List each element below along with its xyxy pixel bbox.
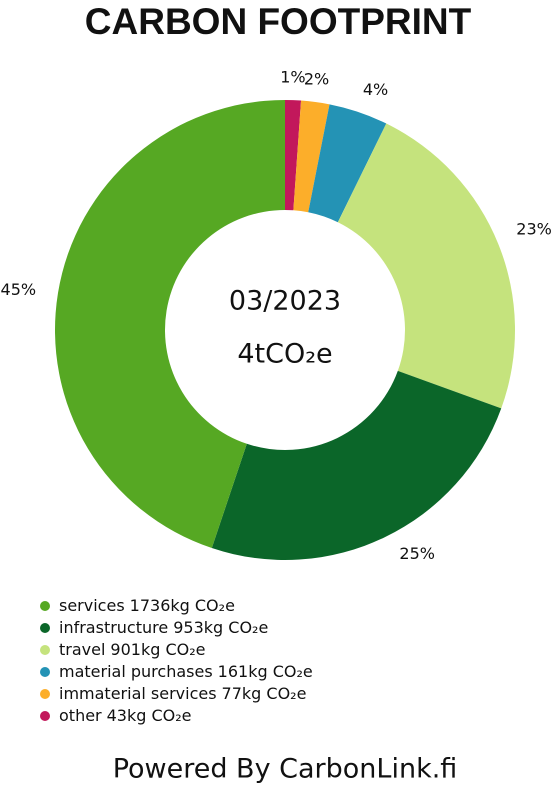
legend-marker (40, 645, 50, 655)
legend-entry: material purchases 161kg CO₂e (59, 662, 313, 681)
legend-entry: services 1736kg CO₂e (59, 596, 235, 615)
legend-name: travel (59, 640, 105, 659)
percentage-label: 25% (399, 544, 435, 563)
legend-value: 901kg CO₂e (110, 640, 205, 659)
donut-segment (55, 100, 285, 549)
center-total: 4tCO₂e (237, 339, 332, 370)
legend-marker (40, 667, 50, 677)
legend-marker (40, 689, 50, 699)
legend-value: 953kg CO₂e (173, 618, 268, 637)
center-date: 03/2023 (229, 286, 341, 317)
donut-segment (337, 123, 515, 409)
legend-name: services (59, 596, 125, 615)
percentage-label: 4% (363, 80, 388, 99)
legend-marker (40, 711, 50, 721)
legend-name: infrastructure (59, 618, 168, 637)
percentage-label: 23% (516, 219, 552, 238)
legend-entry: infrastructure 953kg CO₂e (59, 618, 268, 637)
legend-value: 161kg CO₂e (218, 662, 313, 681)
percentage-label: 45% (1, 280, 37, 299)
chart-title: CARBON FOOTPRINT (85, 1, 472, 42)
legend-marker (40, 623, 50, 633)
legend-entry: travel 901kg CO₂e (59, 640, 206, 659)
donut-segment (211, 370, 502, 560)
legend-value: 77kg CO₂e (222, 684, 307, 703)
legend-entry: immaterial services 77kg CO₂e (59, 684, 306, 703)
donut-segment (285, 100, 302, 211)
percentage-label: 2% (304, 69, 329, 88)
legend-name: immaterial services (59, 684, 217, 703)
percentage-label: 1% (280, 68, 305, 87)
legend-name: other (59, 706, 102, 725)
legend-entry: other 43kg CO₂e (59, 706, 192, 725)
donut-segment (293, 100, 330, 213)
legend-name: material purchases (59, 662, 213, 681)
legend-value: 1736kg CO₂e (130, 596, 235, 615)
donut-segment (308, 104, 387, 223)
footer: Powered By CarbonLink.fi (113, 754, 458, 785)
legend-marker (40, 601, 50, 611)
legend-value: 43kg CO₂e (107, 706, 192, 725)
